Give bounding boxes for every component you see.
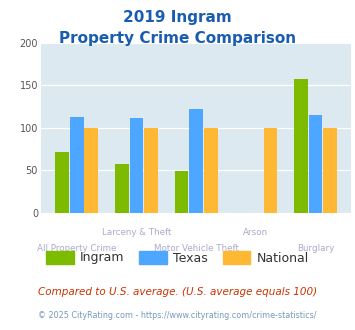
Text: Compared to U.S. average. (U.S. average equals 100): Compared to U.S. average. (U.S. average … [38, 287, 317, 297]
Text: All Property Crime: All Property Crime [37, 244, 116, 253]
Bar [130, 118, 143, 213]
Bar [189, 109, 203, 213]
Bar [294, 80, 308, 213]
Bar [264, 128, 277, 213]
Bar [70, 117, 83, 213]
Bar [55, 152, 69, 213]
Text: Arson: Arson [243, 228, 268, 237]
Text: Larceny & Theft: Larceny & Theft [102, 228, 171, 237]
Bar [144, 128, 158, 213]
Text: 2019 Ingram: 2019 Ingram [123, 10, 232, 25]
Bar [115, 164, 129, 213]
Text: Property Crime Comparison: Property Crime Comparison [59, 31, 296, 46]
Bar [84, 128, 98, 213]
Text: Motor Vehicle Theft: Motor Vehicle Theft [154, 244, 239, 253]
Legend: Ingram, Texas, National: Ingram, Texas, National [41, 246, 314, 270]
Text: © 2025 CityRating.com - https://www.cityrating.com/crime-statistics/: © 2025 CityRating.com - https://www.city… [38, 311, 317, 320]
Bar [323, 128, 337, 213]
Bar [309, 115, 322, 213]
Bar [204, 128, 218, 213]
Bar [175, 171, 189, 213]
Text: Burglary: Burglary [297, 244, 334, 253]
